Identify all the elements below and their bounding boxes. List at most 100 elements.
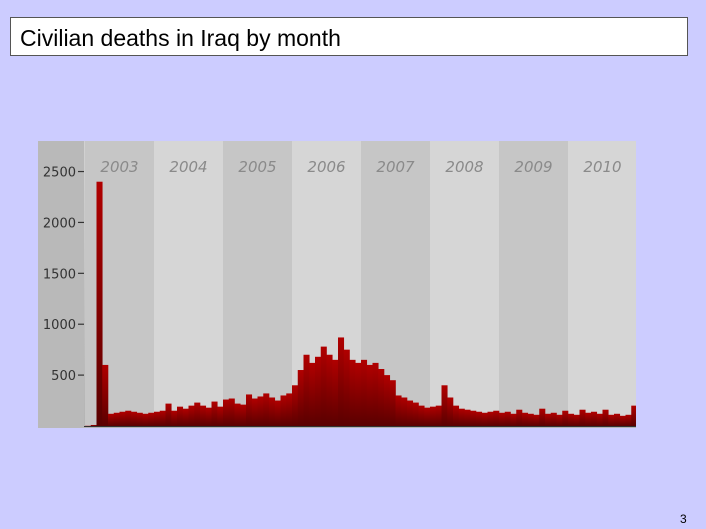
data-bar	[136, 412, 143, 426]
x-tick-label: 2004	[169, 158, 207, 176]
data-bar	[476, 411, 483, 426]
data-bar	[211, 401, 218, 426]
y-tick-label: 500	[51, 369, 76, 384]
page-number: 3	[680, 512, 687, 526]
y-tick-label: 2500	[43, 166, 76, 181]
data-bar	[320, 346, 327, 426]
data-bar	[522, 412, 529, 426]
data-bar	[579, 409, 586, 426]
y-tick-label: 1500	[43, 267, 76, 282]
x-tick-label: 2006	[307, 158, 345, 176]
y-tick-label: 2000	[43, 216, 76, 231]
data-bar	[487, 411, 494, 426]
data-bar	[159, 410, 166, 426]
data-bar	[171, 410, 178, 426]
x-tick-label: 2010	[583, 158, 621, 176]
data-bar	[585, 412, 592, 426]
x-tick-label: 2008	[445, 158, 483, 176]
data-bar	[533, 414, 540, 426]
data-bar	[568, 413, 575, 426]
x-tick-label: 2007	[376, 158, 415, 176]
data-bar	[481, 412, 488, 426]
data-bar	[596, 413, 603, 426]
data-bar	[200, 405, 207, 426]
data-bar	[366, 364, 373, 426]
data-bar	[384, 375, 391, 426]
data-bar	[573, 414, 580, 426]
data-bar	[499, 412, 506, 426]
data-bar	[516, 409, 523, 426]
data-bar	[453, 405, 460, 426]
data-bar	[412, 402, 419, 426]
data-bar	[246, 394, 253, 426]
year-band	[568, 141, 636, 426]
data-bar	[177, 406, 184, 426]
data-bar	[395, 395, 402, 426]
data-bar	[280, 395, 287, 426]
data-bar	[378, 369, 385, 426]
data-bar	[154, 411, 161, 426]
year-band	[223, 141, 292, 426]
data-bar	[263, 393, 270, 426]
data-bar	[355, 362, 362, 426]
data-bar	[625, 414, 632, 426]
data-bar	[338, 337, 345, 426]
data-bar	[188, 405, 195, 426]
data-bar	[194, 402, 201, 426]
data-bar	[332, 359, 339, 426]
data-bar	[349, 359, 356, 426]
data-bar	[361, 359, 368, 426]
data-bar	[102, 364, 109, 426]
data-bar	[343, 349, 350, 426]
data-bar	[504, 411, 511, 426]
civilian-deaths-chart: 500 1000 1500 2000 2500 2003 2004 2005 2006 2007…	[38, 141, 636, 428]
data-bar	[303, 354, 310, 426]
year-band	[154, 141, 223, 426]
data-bar	[418, 405, 425, 426]
data-bar	[108, 413, 115, 426]
year-band	[430, 141, 499, 426]
data-bar	[165, 403, 172, 426]
data-bar	[556, 414, 563, 426]
data-bar	[527, 413, 534, 426]
data-bar	[464, 409, 471, 426]
data-bar	[407, 400, 414, 426]
data-bar	[251, 398, 258, 426]
data-bar	[458, 408, 465, 426]
data-bar	[257, 396, 264, 426]
data-bar	[614, 413, 621, 426]
data-bar	[326, 354, 333, 426]
data-bar	[591, 411, 598, 426]
data-bar	[228, 398, 235, 426]
data-bar	[435, 405, 442, 426]
data-bar	[297, 370, 304, 426]
data-bar	[315, 356, 322, 426]
data-bar	[96, 181, 103, 426]
slide-title: Civilian deaths in Iraq by month	[20, 25, 341, 51]
data-bar	[131, 411, 138, 426]
y-tick-label: 1000	[43, 318, 76, 333]
data-bar	[441, 385, 448, 426]
data-bar	[470, 410, 477, 426]
data-bar	[269, 397, 276, 426]
x-tick-label: 2009	[514, 158, 552, 176]
data-bar	[148, 412, 155, 426]
data-bar	[608, 414, 615, 426]
data-bar	[447, 397, 454, 426]
x-tick-label: 2005	[238, 158, 276, 176]
slide-title-box: Civilian deaths in Iraq by month	[10, 17, 688, 56]
data-bar	[205, 407, 212, 426]
data-bar	[562, 410, 569, 426]
data-bar	[113, 412, 120, 426]
data-bar	[389, 380, 396, 426]
data-bar	[274, 400, 281, 426]
data-bar	[510, 413, 517, 426]
data-bar	[142, 413, 149, 426]
data-bar	[424, 407, 431, 426]
data-bar	[401, 397, 408, 426]
year-band	[85, 141, 154, 426]
data-bar	[493, 410, 500, 426]
x-tick-label: 2003	[100, 158, 138, 176]
data-bar	[309, 362, 316, 426]
data-bar	[234, 403, 241, 426]
